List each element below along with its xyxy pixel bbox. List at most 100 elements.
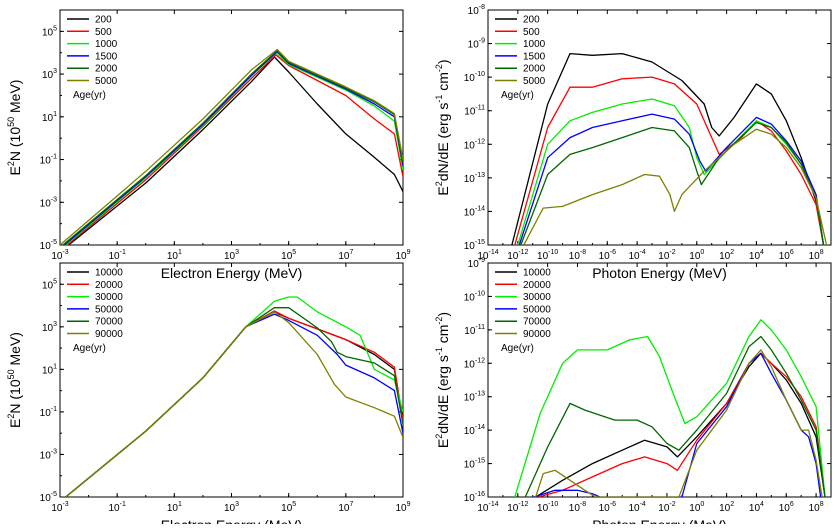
legend-label-70000: 70000	[523, 317, 551, 328]
y-tick-label: 10-11	[464, 324, 485, 337]
series-line-1500	[518, 113, 825, 245]
x-tick-label: 100	[689, 501, 704, 514]
y-tick-label: 10-3	[40, 196, 57, 209]
x-tick-label: 106	[779, 501, 794, 514]
series-line-5000	[523, 128, 828, 245]
x-tick-label: 10-14	[477, 501, 498, 514]
y-tick-label: 10-9	[468, 38, 485, 51]
plot-frame	[487, 9, 832, 246]
legend-label-200: 200	[523, 15, 540, 26]
x-tick-label: 10-3	[51, 501, 68, 514]
legend-title: Age(yr)	[501, 343, 534, 354]
x-tick-label: 10-14	[477, 249, 498, 262]
series-group	[511, 52, 828, 245]
series-group	[65, 296, 403, 497]
x-tick-label: 105	[281, 249, 296, 262]
series-line-50000	[534, 352, 822, 497]
legend-label-2000: 2000	[523, 64, 546, 75]
y-tick-label: 10-11	[464, 105, 485, 118]
y-tick-label: 10-5	[40, 239, 57, 252]
chart-3: 10-3 10-1 101 103 105 107 10910-510-310-110110…	[6, 262, 411, 529]
series-line-90000	[65, 311, 403, 497]
legend-label-5000: 5000	[95, 76, 118, 87]
x-tick-label: 109	[395, 249, 410, 262]
chart-2: 10-14 10-12 10-10 10-8 10-6 10-4 10-2 100 102 104…	[434, 4, 832, 281]
series-line-2000	[62, 49, 403, 245]
x-tick-label: 10-12	[507, 249, 528, 262]
x-tick-label: 104	[749, 501, 764, 514]
y-tick-label: 10-10	[464, 71, 485, 84]
series-line-200	[511, 52, 825, 245]
x-tick-label: 10-4	[628, 249, 645, 262]
x-tick-label: 102	[719, 249, 734, 262]
x-tick-label: 101	[167, 501, 182, 514]
x-tick-label: 10-10	[537, 501, 558, 514]
series-line-70000	[524, 335, 826, 497]
y-tick-label: 10-14	[464, 205, 485, 218]
x-tick-label: 10-1	[108, 501, 125, 514]
series-line-50000	[65, 313, 403, 497]
legend-title: Age(yr)	[73, 343, 106, 354]
series-group	[60, 48, 403, 245]
y-tick-label: 105	[42, 278, 57, 291]
series-line-10000	[535, 352, 826, 497]
legend-label-5000: 5000	[523, 76, 546, 87]
x-tick-label: 10-8	[569, 249, 586, 262]
y-tick-label: 10-15	[464, 239, 485, 252]
series-line-200	[68, 56, 403, 245]
x-tick-label: 10-12	[507, 501, 528, 514]
y-tick-label: 10-12	[464, 357, 485, 370]
y-tick-label: 10-9	[468, 257, 485, 270]
series-line-5000	[60, 48, 403, 245]
x-tick-label: 100	[689, 249, 704, 262]
x-axis-label: Photon Energy (MeV)	[592, 265, 727, 281]
x-axis-label: Photon Energy (MeV)	[592, 517, 727, 524]
chart-1: 10-3 10-1 101 103 105 107 10910-510-310-110110…	[6, 9, 411, 281]
legend-label-90000: 90000	[95, 329, 123, 340]
series-line-1500	[63, 51, 403, 245]
y-tick-label: 10-10	[464, 290, 485, 303]
x-tick-label: 103	[224, 501, 239, 514]
legend-label-50000: 50000	[95, 304, 123, 315]
y-tick-label: 101	[42, 111, 57, 124]
x-tick-label: 10-3	[51, 249, 68, 262]
y-tick-label: 105	[42, 25, 57, 38]
series-line-1000	[517, 98, 825, 245]
x-tick-label: 109	[395, 501, 410, 514]
y-tick-label: 10-13	[464, 391, 485, 404]
y-tick-label: 103	[42, 321, 57, 334]
x-tick-label: 10-4	[628, 501, 645, 514]
x-tick-label: 101	[167, 249, 182, 262]
x-tick-label: 108	[809, 501, 824, 514]
legend-label-500: 500	[95, 27, 112, 38]
legend-title: Age(yr)	[501, 90, 534, 101]
legend-label-20000: 20000	[95, 280, 123, 291]
legend-label-1000: 1000	[95, 39, 118, 50]
legend-label-30000: 30000	[523, 292, 551, 303]
x-axis-label: Electron Energy (MeV)	[161, 265, 303, 281]
y-axis-label: E2N (1050 MeV)	[6, 80, 23, 176]
series-line-90000	[535, 349, 823, 497]
legend-label-50000: 50000	[523, 304, 551, 315]
series-line-500	[514, 76, 825, 245]
series-line-500	[66, 54, 403, 245]
x-tick-label: 106	[779, 249, 794, 262]
y-axis-label: E2dN/dE (erg s-1 cm-2)	[434, 59, 451, 195]
y-tick-label: 10-15	[464, 458, 485, 471]
y-tick-label: 10-12	[464, 138, 485, 151]
x-tick-label: 10-8	[569, 501, 586, 514]
legend-label-1000: 1000	[523, 39, 546, 50]
x-tick-label: 10-6	[599, 501, 616, 514]
series-line-2000	[520, 121, 825, 245]
series-line-30000	[514, 319, 826, 497]
y-tick-label: 10-8	[468, 4, 485, 17]
legend-label-10000: 10000	[95, 268, 123, 279]
y-tick-label: 101	[42, 363, 57, 376]
x-tick-label: 107	[338, 249, 353, 262]
chart-4: 10-14 10-12 10-10 10-8 10-6 10-4 10-2 100 102 104…	[434, 257, 832, 529]
x-tick-label: 10-2	[658, 249, 675, 262]
legend-title: Age(yr)	[73, 90, 106, 101]
y-tick-label: 10-1	[40, 154, 57, 167]
x-tick-label: 108	[809, 249, 824, 262]
